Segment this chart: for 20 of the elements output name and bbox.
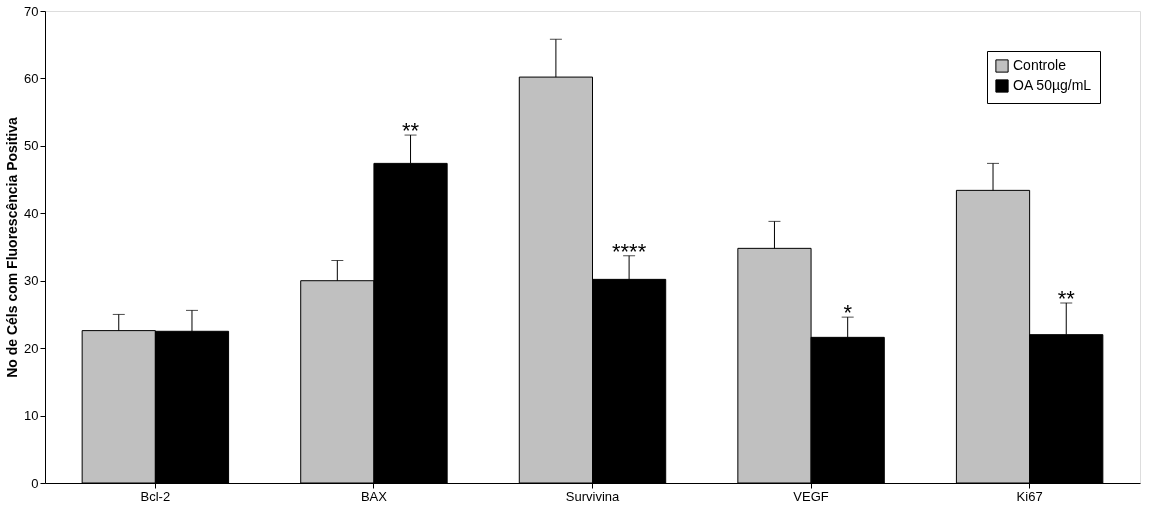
x-tick-label: Ki67 xyxy=(1016,488,1043,504)
x-tick-label: BAX xyxy=(360,488,388,504)
y-tick-label: 50 xyxy=(24,138,39,154)
x-tick-label: VEGF xyxy=(793,488,829,504)
y-tick-label: 0 xyxy=(31,475,39,491)
y-tick-label: 70 xyxy=(24,3,39,19)
annotation: **** xyxy=(611,238,647,264)
y-tick-label: 30 xyxy=(24,273,39,289)
annotation: ** xyxy=(1057,285,1076,311)
y-tick-label: 10 xyxy=(24,408,39,424)
y-tick-label: 40 xyxy=(24,205,39,221)
y-tick-label: 20 xyxy=(24,340,39,356)
y-axis-title: No de Céls com Fluorescência Positiva xyxy=(4,116,21,378)
legend-label: Controle xyxy=(1013,57,1067,73)
annotation: ** xyxy=(401,118,420,144)
x-tick-label: Survivina xyxy=(565,488,620,504)
y-tick-label: 60 xyxy=(24,70,39,86)
annotation: * xyxy=(843,300,853,326)
legend-label: OA 50µg/mL xyxy=(1013,77,1092,93)
x-tick-label: Bcl-2 xyxy=(140,488,171,504)
